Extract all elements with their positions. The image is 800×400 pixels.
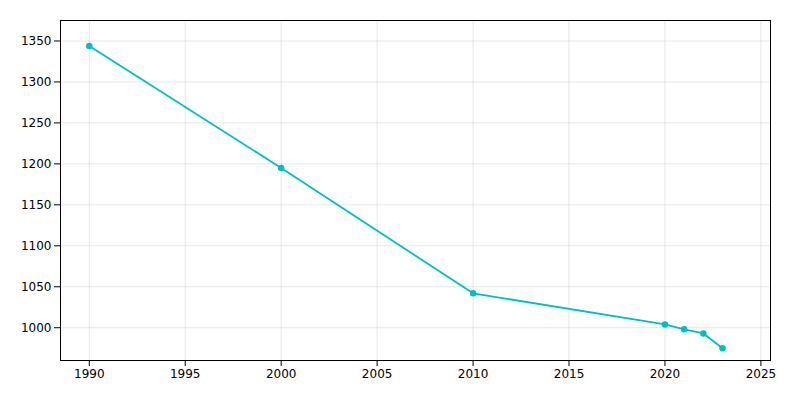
svg-text:1150: 1150 [21,198,52,212]
svg-text:1050: 1050 [21,280,52,294]
svg-text:1100: 1100 [21,239,52,253]
svg-text:1250: 1250 [21,116,52,130]
svg-text:2005: 2005 [362,367,393,381]
svg-text:1300: 1300 [21,75,52,89]
svg-text:2020: 2020 [650,367,681,381]
svg-text:2010: 2010 [458,367,489,381]
svg-text:1200: 1200 [21,157,52,171]
svg-text:2025: 2025 [746,367,777,381]
svg-text:1995: 1995 [170,367,201,381]
svg-text:2000: 2000 [266,367,297,381]
svg-text:1350: 1350 [21,34,52,48]
svg-text:1990: 1990 [74,367,105,381]
svg-text:2015: 2015 [554,367,585,381]
svg-text:1000: 1000 [21,321,52,335]
